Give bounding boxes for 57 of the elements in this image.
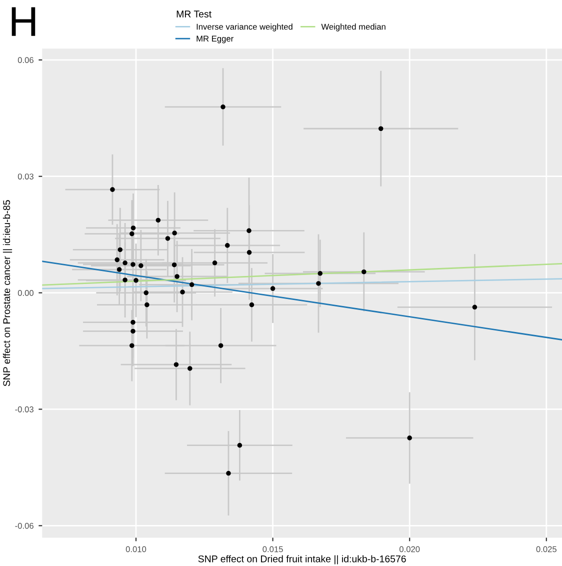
point xyxy=(218,343,224,348)
point xyxy=(174,274,180,279)
x-tick-label: 0.020 xyxy=(400,546,420,552)
point xyxy=(246,250,252,255)
point xyxy=(378,126,384,132)
y-tick-label: 0.03 xyxy=(18,174,34,180)
y-tick-label: -0.03 xyxy=(15,406,34,412)
point xyxy=(129,231,134,236)
point xyxy=(472,304,478,310)
y-tick-label: -0.06 xyxy=(15,522,34,529)
point xyxy=(129,343,134,348)
point xyxy=(407,436,412,440)
point xyxy=(122,278,128,282)
point xyxy=(130,226,136,230)
point xyxy=(180,290,185,294)
point xyxy=(226,470,231,476)
point xyxy=(130,262,136,267)
point xyxy=(174,362,179,367)
point xyxy=(270,286,276,291)
point xyxy=(156,218,161,223)
y-axis-title: SNP effect on Prostate cancer || id:ieu-b-85 xyxy=(2,200,12,386)
point xyxy=(165,236,170,241)
y-tick-label: 0.06 xyxy=(18,57,34,64)
chart-title: H xyxy=(12,7,36,36)
legend-label: Inverse variance weighted xyxy=(196,24,292,32)
point xyxy=(212,260,218,266)
point xyxy=(116,267,122,272)
point xyxy=(220,104,226,110)
point xyxy=(188,366,192,371)
x-axis-title: SNP effect on Dried fruit intake || id:ukb-b-16576 xyxy=(198,555,406,564)
point xyxy=(224,243,230,248)
legend-label: MR Egger xyxy=(196,36,234,44)
point xyxy=(118,247,123,252)
point xyxy=(246,228,252,234)
point xyxy=(144,290,149,296)
point xyxy=(362,269,366,274)
point xyxy=(189,282,194,288)
point xyxy=(138,263,144,268)
point xyxy=(134,278,138,283)
point xyxy=(110,187,115,192)
x-tick-label: 0.010 xyxy=(126,546,146,552)
point xyxy=(172,230,177,236)
point xyxy=(318,271,323,276)
y-tick-label: 0.00 xyxy=(18,290,34,296)
point xyxy=(249,302,254,308)
point xyxy=(172,262,177,268)
legend-title: MR Test xyxy=(176,10,212,18)
point xyxy=(122,260,128,266)
x-tick-label: 0.025 xyxy=(536,546,556,552)
point xyxy=(114,257,120,262)
point xyxy=(130,320,136,325)
point xyxy=(237,442,242,448)
point xyxy=(130,328,136,334)
x-tick-label: 0.015 xyxy=(262,546,283,552)
point xyxy=(316,281,321,286)
legend-label: Weighted median xyxy=(321,24,386,32)
point xyxy=(144,302,150,308)
